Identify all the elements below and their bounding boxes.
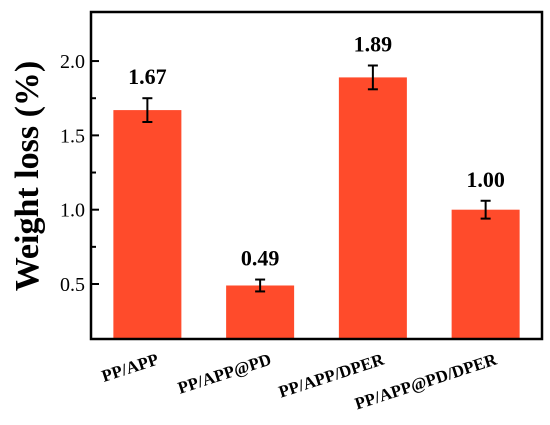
category-label: PP/APP@PD xyxy=(175,350,273,398)
data-label: 1.67 xyxy=(128,64,167,89)
bar xyxy=(113,110,182,339)
y-tick-label: 2.0 xyxy=(60,51,85,73)
y-axis-title: Weight loss (%) xyxy=(9,61,46,291)
error-bar xyxy=(367,64,378,91)
bar xyxy=(451,209,520,339)
y-tick-label: 1.0 xyxy=(60,200,85,222)
category-label: PP/APP xyxy=(99,350,161,386)
error-bar xyxy=(142,97,153,123)
y-tick-label: 0.5 xyxy=(60,274,85,296)
error-bar xyxy=(255,278,266,293)
bar xyxy=(226,285,295,339)
error-bar xyxy=(480,199,491,220)
y-tick-label: 1.5 xyxy=(60,125,85,147)
plot-frame xyxy=(89,10,544,341)
bars-layer xyxy=(113,64,520,340)
data-label: 0.49 xyxy=(241,246,280,271)
bar xyxy=(338,77,407,340)
data-label: 1.89 xyxy=(354,32,393,57)
data-label: 1.00 xyxy=(466,167,505,192)
